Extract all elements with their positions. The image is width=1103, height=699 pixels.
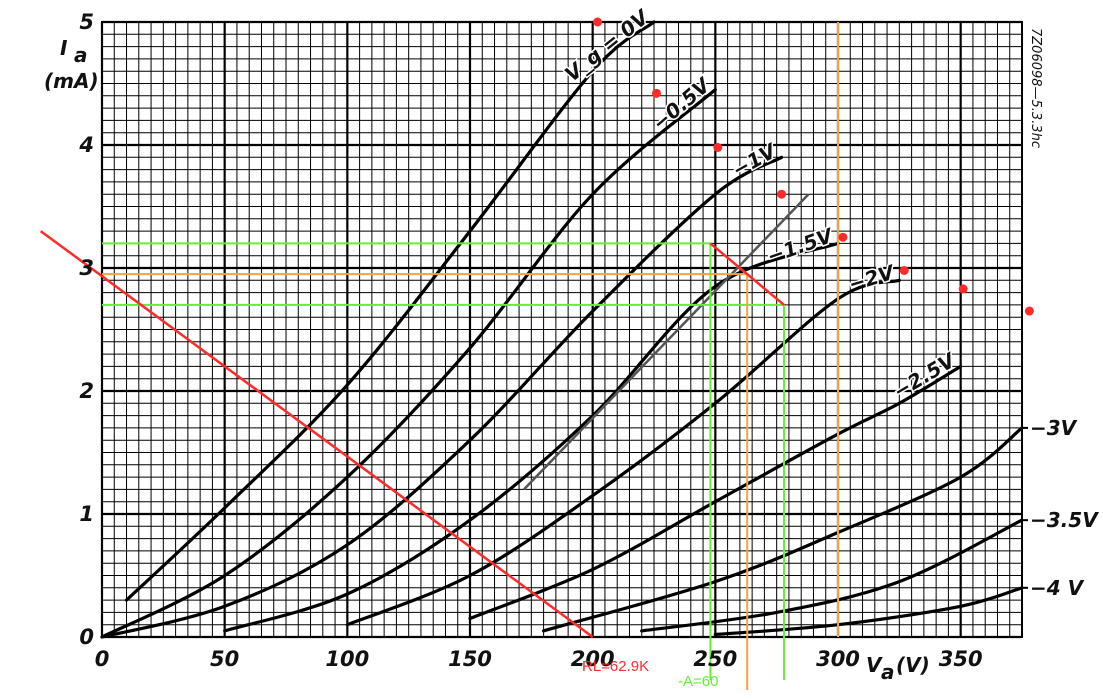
curve-minus-0-5v [100, 88, 717, 639]
curve-minus-4-v [713, 586, 1024, 637]
y-tick-label: 1 [79, 502, 94, 526]
red-marker-point [1024, 306, 1034, 316]
y-tick-label: 5 [79, 10, 94, 34]
curve-v-g-0v-label: V_g = 0V [560, 4, 654, 86]
operating-segment [709, 242, 785, 306]
gain-label: -A=60 [678, 673, 718, 690]
curve-minus-2v-label: −2V [846, 260, 899, 297]
red-marker-point [713, 142, 723, 152]
x-axis-symbol: V [866, 653, 883, 677]
x-tick-label: 50 [210, 647, 239, 671]
plot-border [101, 21, 1023, 638]
x-tick-label: 250 [693, 647, 737, 671]
x-tick-label: 100 [325, 647, 369, 671]
x-tick-label: 300 [816, 647, 860, 671]
red-marker-point [899, 265, 909, 275]
curve-v-g-0v [124, 20, 656, 602]
y-tick-label: 0 [79, 625, 94, 649]
red-marker-point [777, 189, 787, 199]
x-tick-label: 200 [571, 647, 615, 671]
curve-minus-3-5v-label: −3.5V [1030, 508, 1099, 532]
curves: V_g = 0V−0.5V−1V−1.5V−2V−2.5V−3V−3.5V−4 … [100, 3, 1099, 639]
red-marker-point [593, 17, 603, 27]
curve-minus-3v [542, 426, 1024, 633]
red-marker-point [958, 284, 968, 294]
x-tick-label: 0 [95, 647, 110, 671]
x-tick-label: 350 [939, 647, 983, 671]
annotation-overlay [39, 17, 1034, 690]
tick-labels: 0 50 100 150 200 250 300 350 0 1 2 3 4 5 [78, 10, 982, 671]
load-resistance-label: RL=62.9K [582, 658, 649, 675]
red-marker-point [651, 88, 661, 98]
load-line [39, 230, 594, 639]
grid [100, 20, 1023, 639]
curve-minus-4-v-label: −4 V [1030, 576, 1085, 600]
red-marker-point [838, 232, 848, 242]
x-tick-label: 150 [448, 647, 492, 671]
curve-minus-1v [100, 155, 784, 639]
y-tick-label: 3 [79, 256, 94, 280]
tangent-line [523, 193, 810, 491]
curve-minus-3v-label: −3V [1030, 416, 1078, 440]
y-axis-subscript: a [74, 43, 88, 67]
x-axis-label: V a (V) [866, 653, 930, 684]
x-axis-subscript: a [881, 660, 895, 684]
y-axis-unit: (mA) [44, 69, 99, 93]
y-tick-label: 4 [78, 133, 94, 157]
y-axis-symbol: I [60, 36, 68, 60]
y-axis-label: I a (mA) [44, 36, 99, 93]
curve-minus-0-5v-label: −0.5V [647, 72, 715, 135]
x-axis-unit: (V) [896, 653, 930, 677]
y-tick-label: 2 [79, 379, 94, 403]
drawing-number: 7Z06098—5.3.3hc [1028, 28, 1043, 148]
